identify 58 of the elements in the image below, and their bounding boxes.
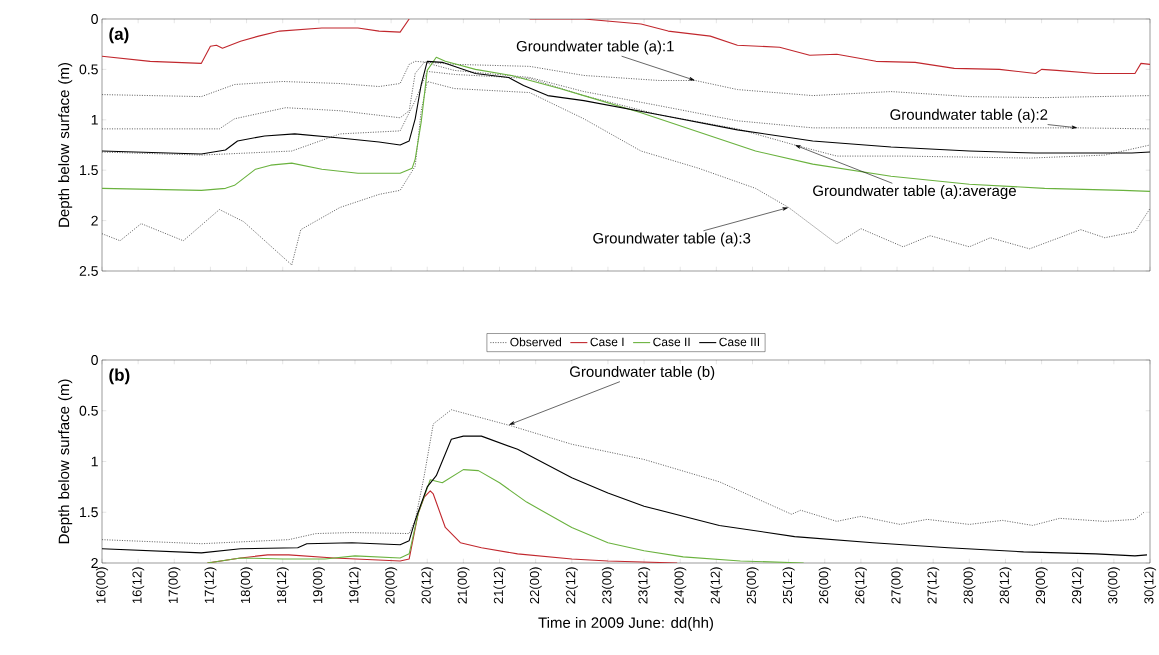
x-tick-label: 24(00) — [674, 567, 687, 604]
y-axis-title: Depth below surface (m) — [58, 379, 73, 544]
x-tick-label: 18(12) — [276, 567, 289, 604]
x-tick-label: 29(12) — [1071, 567, 1084, 604]
annotation: Groundwater table (a):1 — [516, 40, 674, 55]
x-tick-label: 16(12) — [132, 567, 145, 604]
chart-title: (a) — [109, 27, 129, 44]
x-tick-label: 22(00) — [529, 567, 542, 604]
legend-label: Case II — [653, 337, 690, 347]
legend-label: Observed — [510, 337, 562, 347]
x-tick-label: 29(00) — [1035, 567, 1048, 604]
x-tick-label: 19(00) — [312, 567, 325, 604]
x-tick-label: 28(00) — [963, 567, 976, 604]
y-tick-label: 1 — [91, 456, 98, 467]
x-axis-title: Time in 2009 June: dd(hh) — [538, 616, 713, 631]
chart-title: (b) — [109, 368, 130, 385]
x-tick-label: 25(12) — [782, 567, 795, 604]
x-tick-label: 26(00) — [818, 567, 831, 604]
y-tick-label: 1 — [91, 114, 98, 125]
line-series — [102, 409, 1145, 545]
y-tick-label: 1.5 — [80, 165, 98, 176]
annotation: Groundwater table (a):average — [813, 185, 1016, 199]
x-tick-label: 20(12) — [421, 567, 434, 604]
x-tick-label: 30(00) — [1107, 567, 1120, 604]
y-tick-label: 1.5 — [80, 507, 98, 518]
y-tick-label: 0.5 — [79, 405, 98, 416]
x-tick-label: 23(12) — [638, 567, 651, 604]
legend-label: Case I — [590, 337, 624, 347]
y-axis-title: Depth below surface (m) — [58, 63, 73, 227]
y-tick-label: 2.5 — [79, 266, 98, 276]
x-tick-label: 19(12) — [348, 567, 362, 604]
annotation: Groundwater table (b) — [570, 365, 715, 380]
x-tick-label: 21(00) — [457, 567, 470, 604]
x-tick-label: 21(12) — [493, 567, 506, 604]
annotation: Groundwater table (a):2 — [890, 108, 1048, 123]
x-tick-label: 26(12) — [854, 567, 867, 604]
x-tick-label: 28(12) — [999, 567, 1012, 604]
y-tick-label: 2 — [91, 215, 98, 226]
line-series — [206, 469, 805, 563]
x-tick-label: 20(00) — [385, 567, 398, 604]
annotation: Groundwater table (a):3 — [593, 232, 751, 247]
x-tick-label: 30(12) — [1143, 567, 1157, 604]
y-tick-label: 0 — [91, 14, 98, 24]
y-tick-label: 2 — [91, 558, 98, 568]
x-tick-label: 18(00) — [240, 567, 253, 604]
x-tick-label: 27(00) — [890, 567, 904, 604]
y-tick-label: 0.5 — [79, 64, 98, 75]
x-tick-label: 24(12) — [710, 567, 723, 604]
x-tick-label: 22(12) — [565, 567, 578, 604]
x-tick-label: 17(12) — [204, 567, 217, 604]
x-tick-label: 17(00) — [168, 567, 181, 604]
x-tick-label: 16(00) — [95, 567, 109, 604]
line-series — [102, 81, 1151, 266]
x-tick-label: 25(00) — [746, 567, 759, 604]
x-tick-label: 23(00) — [601, 567, 614, 604]
x-tick-label: 27(12) — [927, 567, 940, 604]
legend-label: Case III — [719, 337, 760, 347]
y-tick-label: 0 — [91, 355, 98, 365]
